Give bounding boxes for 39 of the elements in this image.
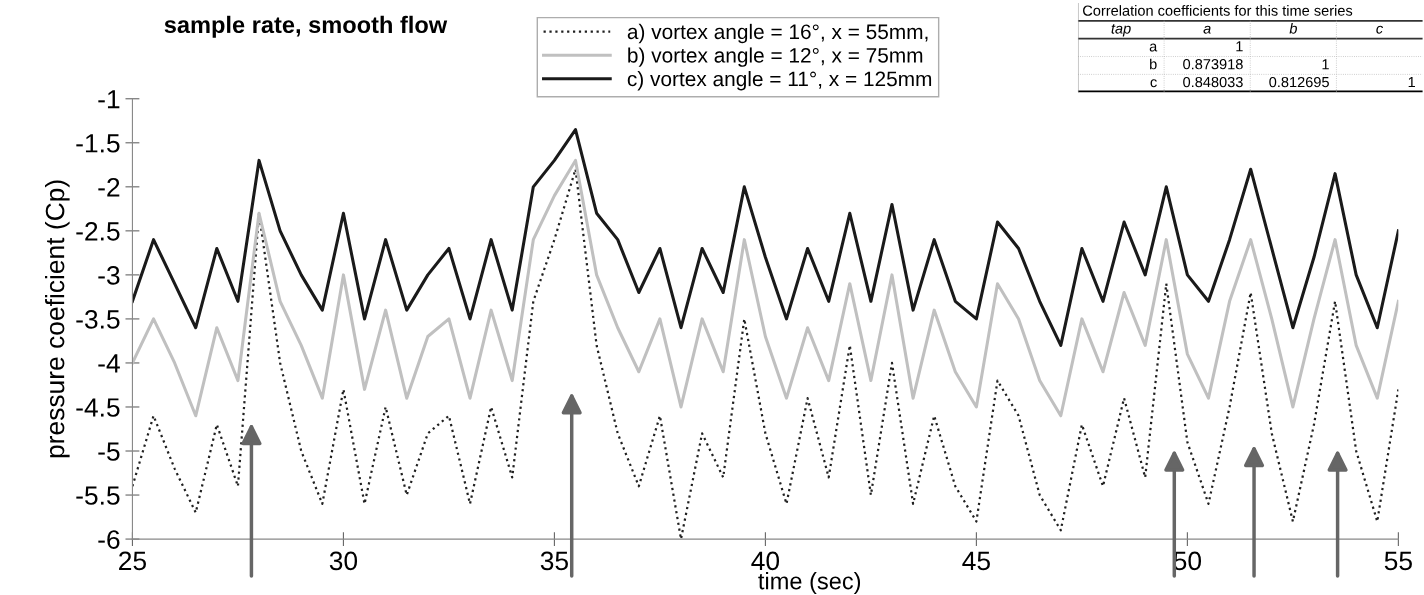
x-tick-label: 55 [1384, 551, 1412, 571]
text: b [1150, 58, 1157, 70]
y-tick-label: -1 [98, 90, 120, 109]
line-series [132, 128, 1399, 347]
y-tick-label: -2.5 [76, 221, 120, 241]
text: 1 [1322, 59, 1329, 70]
chart-title: sample rate, smooth flow [164, 15, 448, 38]
text: c [1150, 79, 1157, 88]
y-tick-label: -4 [98, 354, 120, 373]
text: 0.848033 [1183, 76, 1243, 88]
text: 0.873918 [1183, 59, 1243, 70]
x-tick-label: 25 [119, 551, 146, 571]
x-tick-label: 35 [540, 551, 568, 571]
y-tick-label: -4.5 [76, 398, 120, 417]
y-tick-label: -3.5 [76, 310, 120, 329]
y-tick-label: -1.5 [76, 134, 120, 153]
legend-label: b) vortex angle = 12°, x = 75mm [628, 47, 923, 67]
text: 1 [1236, 41, 1243, 52]
y-tick-label: -3 [98, 266, 120, 285]
x-tick-label: 40 [751, 551, 780, 571]
text: b [1289, 22, 1297, 34]
x-tick-label: 45 [962, 551, 990, 571]
text: Correlation coefficients for this time series [1083, 5, 1353, 16]
line-series [132, 158, 1399, 418]
text: 1 [1408, 77, 1415, 88]
y-axis-title: pressure coeficient (Cp) [45, 180, 70, 458]
y-tick-label: -6 [98, 530, 120, 549]
x-tick-label: 30 [329, 551, 358, 571]
y-tick-label: -2 [98, 177, 120, 197]
text: 0.812695 [1269, 76, 1329, 88]
legend-label: c) vortex angle = 11°, x = 125mm [627, 71, 932, 91]
text: a [1203, 25, 1211, 34]
text: c [1376, 25, 1383, 34]
y-tick-label: -5.5 [76, 486, 120, 505]
text: tap [1111, 24, 1131, 37]
x-axis-title: time (sec) [758, 572, 861, 595]
y-tick-label: -5 [98, 442, 120, 461]
legend-label: a) vortex angle = 16°, x = 55mm, [627, 23, 928, 44]
text: a [1149, 43, 1158, 52]
